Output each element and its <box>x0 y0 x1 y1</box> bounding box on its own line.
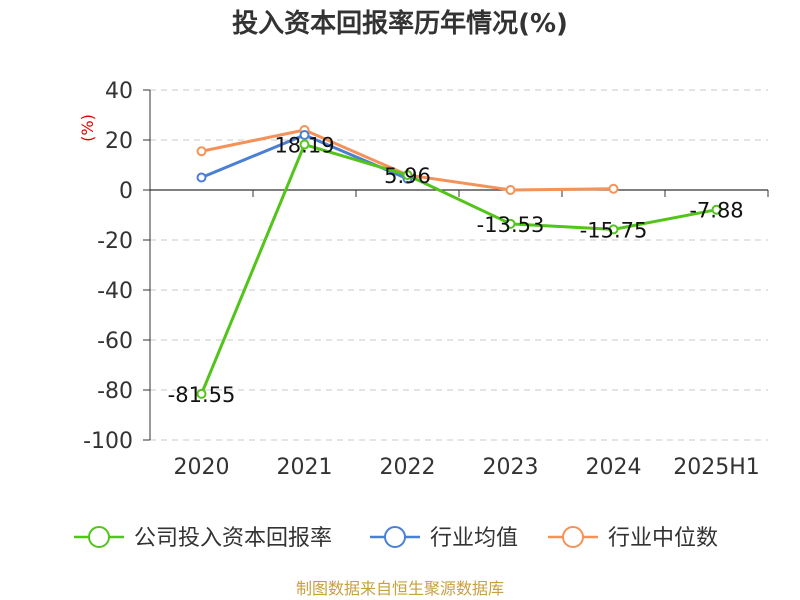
legend-item[interactable]: 行业中位数 <box>608 526 718 551</box>
y-tick-label: -100 <box>83 429 133 454</box>
tick-labels: 40 20 0 -20 -40 -60 -80 -100 2020 2021 2022 2023 202… <box>83 79 760 480</box>
x-tick-label: 2020 <box>174 455 230 480</box>
data-point[interactable] <box>402 170 413 181</box>
legend-item[interactable]: 公司投入资本回报率 <box>134 526 332 551</box>
data-label: -81.55 <box>168 383 236 407</box>
data-label: -7.88 <box>689 199 743 223</box>
data-label: 18.19 <box>274 134 334 158</box>
x-tick-label: 2021 <box>277 455 333 480</box>
y-tick-label: -60 <box>97 329 133 354</box>
series-line <box>200 143 717 395</box>
x-tick-label: 2022 <box>380 455 436 480</box>
y-tick-label: 20 <box>105 129 133 154</box>
data-point[interactable] <box>505 218 516 229</box>
legend-marker <box>562 526 584 548</box>
data-label: -13.53 <box>477 213 545 237</box>
data-point[interactable] <box>711 204 722 215</box>
data-label: -15.75 <box>580 218 648 242</box>
y-tick-label: -20 <box>97 229 133 254</box>
y-tick-label: 0 <box>119 179 133 204</box>
data-label: 5.96 <box>384 164 431 188</box>
data-labels: -81.55 18.19 5.96 -13.53 -15.75 -7.88 <box>168 134 744 407</box>
x-tick-label: 2023 <box>483 455 539 480</box>
legend-marker <box>88 526 110 548</box>
chart-title: 投入资本回报率历年情况(%) <box>232 8 568 39</box>
axes <box>143 89 769 441</box>
y-tick-label: 40 <box>105 79 133 104</box>
y-tick-label: -80 <box>97 379 133 404</box>
data-point[interactable] <box>299 130 310 140</box>
source-footer: 制图数据来自恒生聚源数据库 <box>296 579 504 598</box>
x-tick-label: 2025H1 <box>673 455 760 480</box>
data-point[interactable] <box>196 388 207 399</box>
legend-marker <box>384 526 406 548</box>
data-point[interactable] <box>196 146 207 157</box>
data-point[interactable] <box>505 185 516 195</box>
y-tick-label: -40 <box>97 279 133 304</box>
x-tick-label: 2024 <box>586 455 642 480</box>
data-point[interactable] <box>299 139 310 150</box>
series-lines <box>200 128 717 395</box>
y-axis-unit: (%) <box>78 114 97 142</box>
data-point[interactable] <box>608 224 619 235</box>
legend[interactable]: 公司投入资本回报率 行业均值 行业中位数 <box>74 526 718 551</box>
data-point[interactable] <box>196 172 207 183</box>
series-points <box>196 125 722 399</box>
legend-item[interactable]: 行业均值 <box>430 526 518 551</box>
data-point[interactable] <box>608 183 619 194</box>
